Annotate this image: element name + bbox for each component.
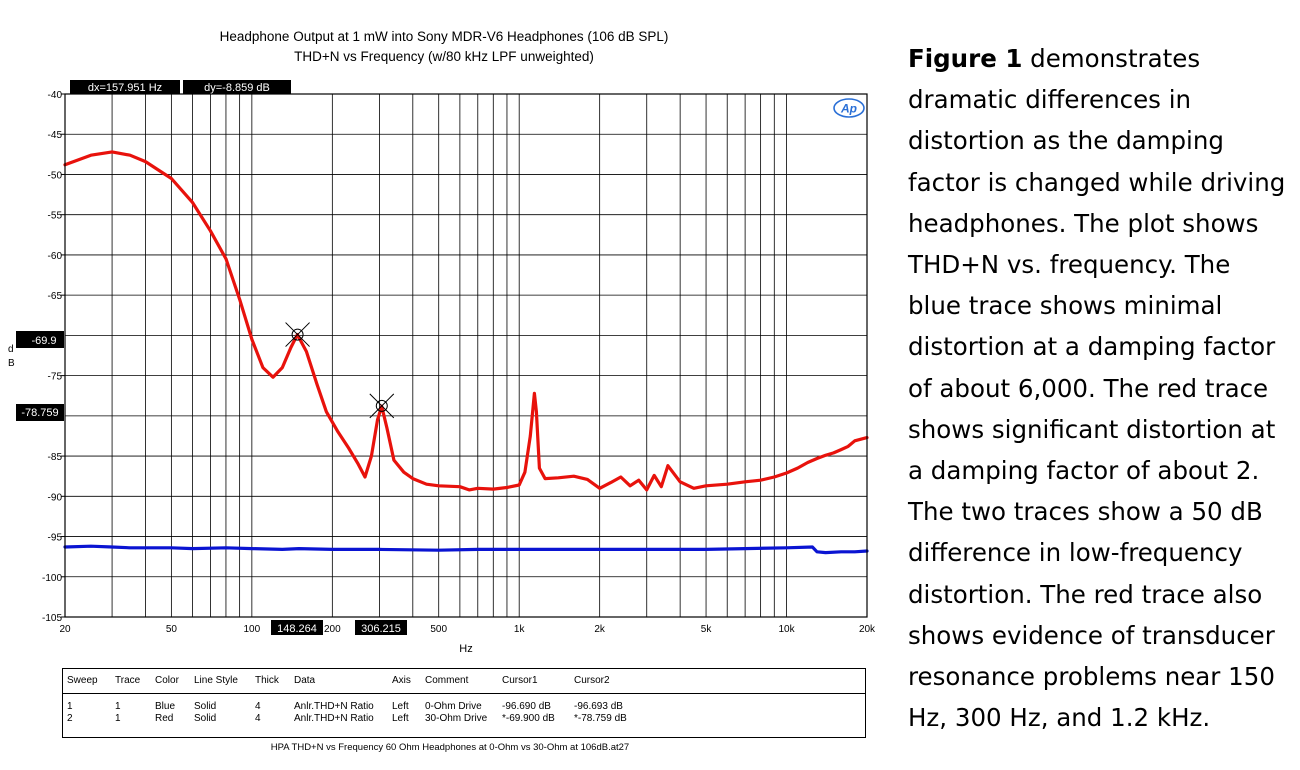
y-tick-label: -75 (48, 372, 63, 383)
legend-cell: 30-Ohm Drive (425, 713, 488, 724)
ap-logo-icon: Ap (833, 98, 865, 118)
caption-bold: Figure 1 (908, 44, 1023, 73)
legend-header-cursor1: Cursor1 (502, 675, 538, 686)
legend-cell: Left (392, 701, 409, 712)
y-tick-label: -90 (48, 492, 63, 503)
cursor2-x-readout: 306.215 (361, 623, 401, 635)
caption-text: demonstrates dramatic differences in dis… (908, 44, 1286, 733)
thd-chart: Headphone Output at 1 mW into Sony MDR-V… (8, 29, 876, 655)
legend-cell: 4 (255, 701, 261, 712)
legend-cell: Red (155, 713, 174, 724)
legend-header-data: Data (294, 675, 316, 686)
cursor-1-cross (285, 322, 310, 347)
y-axis-label-d: d (8, 344, 14, 355)
legend-cell: Anlr.THD+N Ratio (294, 701, 374, 712)
legend-header-cursor2: Cursor2 (574, 675, 610, 686)
legend-cell: 0-Ohm Drive (425, 701, 482, 712)
ap-logo-text: Ap (840, 102, 857, 116)
cursor2-y-readout: -78.759 (21, 407, 58, 419)
x-tick-label: 50 (166, 624, 178, 635)
legend-table: Sweep Trace Color Line Style Thick Data … (62, 668, 866, 738)
cursor-2-marker (375, 399, 388, 412)
y-tick-label: -95 (48, 533, 63, 544)
dx-readout: dx=157.951 Hz (88, 82, 162, 94)
legend-header-trace: Trace (115, 675, 141, 686)
y-tick-label: -60 (48, 251, 63, 262)
legend-cell: Solid (194, 701, 217, 712)
x-tick-label: 2k (594, 624, 606, 635)
legend-header-row: Sweep Trace Color Line Style Thick Data … (63, 669, 865, 694)
legend-header-thick: Thick (255, 675, 279, 686)
series-line-1 (63, 544, 869, 555)
y-tick-label: -105 (42, 613, 62, 624)
legend-header-color: Color (155, 675, 179, 686)
x-tick-label: 20k (859, 624, 876, 635)
chart-title: Headphone Output at 1 mW into Sony MDR-V… (220, 29, 669, 44)
cursor-1-marker (291, 328, 304, 341)
cursor-layer (285, 322, 395, 419)
legend-cell: 1 (67, 701, 73, 712)
cursor1-x-readout: 148.264 (277, 623, 317, 635)
dy-readout-box (183, 80, 291, 94)
dy-readout: dy=-8.859 dB (204, 82, 270, 94)
cursor-2-cross (369, 393, 395, 419)
legend-header-sweep: Sweep (67, 675, 98, 686)
legend-cell: *-69.900 dB (502, 713, 555, 724)
y-tick-label: -45 (48, 130, 63, 141)
chart-footer: HPA THD+N vs Frequency 60 Ohm Headphones… (270, 742, 630, 753)
y-tick-label: -65 (48, 291, 63, 302)
x-tick-label: 20 (59, 624, 71, 635)
x-tick-label: 1k (514, 624, 526, 635)
y-tick-label: -85 (48, 452, 63, 463)
y-tick-label: -55 (48, 211, 63, 222)
cursor1-y-box (16, 331, 64, 348)
legend-header-linestyle: Line Style (194, 675, 238, 686)
x-tick-label: 100 (244, 624, 261, 635)
cursor1-x-box (271, 620, 323, 635)
legend-cell: 2 (67, 713, 73, 724)
grid (65, 94, 867, 617)
legend-cell: Anlr.THD+N Ratio (294, 713, 374, 724)
legend-cell: -96.690 dB (502, 701, 551, 712)
dx-readout-box (70, 80, 180, 94)
y-tick-label: -40 (48, 90, 63, 101)
series-line-2 (63, 150, 869, 492)
x-tick-label: 500 (430, 624, 447, 635)
legend-cell: Blue (155, 701, 176, 712)
y-tick-label: -100 (42, 573, 62, 584)
cursor1-y-readout: -69.9 (31, 335, 56, 347)
legend-header-comment: Comment (425, 675, 469, 686)
chart-subtitle: THD+N vs Frequency (w/80 kHz LPF unweigh… (294, 49, 594, 64)
legend-cell: 1 (115, 701, 121, 712)
cursor2-y-box (16, 404, 64, 421)
y-axis-label-b: B (8, 358, 15, 369)
x-tick-label: 10k (778, 624, 795, 635)
figure-caption: Figure 1 demonstrates dramatic differenc… (908, 38, 1288, 738)
plot-frame (64, 93, 868, 618)
x-axis-label: Hz (459, 643, 472, 655)
legend-cell: Left (392, 713, 409, 724)
y-tick-labels: -40 -45 -50 -55 -60 -65 -75 -85 -90 -95 -100 -105 (42, 90, 65, 624)
cursor2-x-box (355, 620, 407, 635)
x-tick-label: 5k (701, 624, 713, 635)
x-tick-labels: 20 50 100 200 500 1k 2k 5k 10k 20k (59, 624, 876, 635)
legend-cell: 4 (255, 713, 261, 724)
legend-cell: -96.693 dB (574, 701, 623, 712)
y-tick-label: -50 (48, 170, 63, 181)
legend-cell: *-78.759 dB (574, 713, 627, 724)
legend-cell: Solid (194, 713, 217, 724)
legend-header-axis: Axis (392, 675, 411, 686)
legend-cell: 1 (115, 713, 121, 724)
x-tick-label: 200 (324, 624, 341, 635)
series-layer (63, 150, 869, 555)
